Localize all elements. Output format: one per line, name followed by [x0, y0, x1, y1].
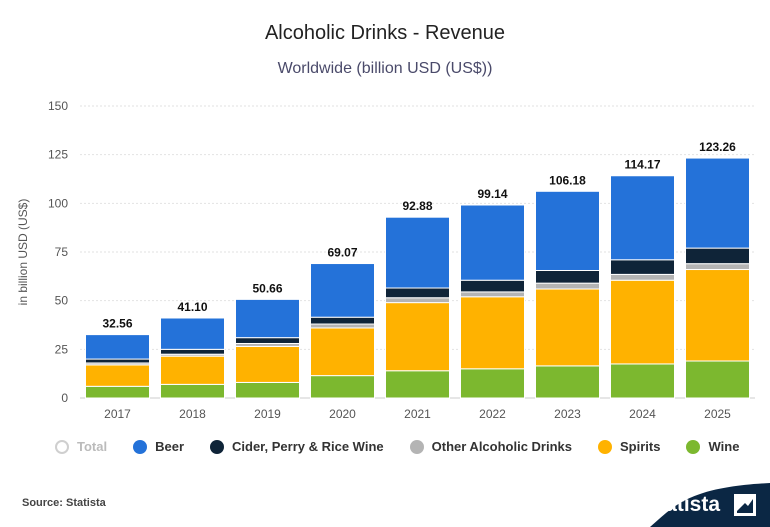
legend-marker-icon — [133, 439, 148, 454]
bar-segment-other-alcoholic-drinks — [385, 297, 450, 304]
total-data-label: 99.14 — [477, 187, 507, 201]
bar-segment-beer — [610, 175, 675, 261]
bar-segment-beer — [685, 157, 750, 249]
stacked-bar-chart: 0 25 50 75 100 125 150 in billion USD (US$) 32.5… — [16, 99, 755, 421]
bar-segment-other-alcoholic-drinks — [310, 323, 375, 329]
total-data-label: 69.07 — [327, 246, 357, 260]
legend-label: Spirits — [620, 439, 661, 454]
x-tick-label: 2025 — [704, 407, 731, 421]
bar-segment-wine — [535, 365, 600, 399]
x-tick-label: 2019 — [254, 407, 281, 421]
bar-segment-beer — [85, 334, 150, 360]
bar-segment-spirits — [160, 355, 225, 385]
bar-segment-cider-perry-rice-wine — [310, 316, 375, 325]
legend-item-total[interactable]: Total — [55, 439, 107, 454]
bar-segment-beer — [385, 216, 450, 289]
bar-segment-beer — [310, 263, 375, 318]
bar-segment-spirits — [85, 364, 150, 387]
legend-marker-icon — [55, 439, 69, 454]
x-tick-label: 2023 — [554, 407, 581, 421]
legend-label: Beer — [155, 439, 185, 454]
x-tick-label: 2018 — [179, 407, 206, 421]
bar-segment-cider-perry-rice-wine — [685, 247, 750, 265]
total-data-label: 41.10 — [177, 300, 207, 314]
bar-segment-wine — [685, 360, 750, 399]
x-tick-label: 2022 — [479, 407, 506, 421]
bar-segment-other-alcoholic-drinks — [685, 263, 750, 271]
bar-segment-beer — [460, 204, 525, 281]
statista-logo-icon — [734, 494, 756, 516]
bar-segment-wine — [460, 368, 525, 399]
total-data-label: 123.26 — [699, 140, 736, 154]
legend-label: Wine — [708, 439, 740, 454]
bar-segment-wine — [385, 370, 450, 399]
x-tick-label: 2017 — [104, 407, 131, 421]
bar-segment-spirits — [535, 288, 600, 367]
bar-segment-wine — [610, 363, 675, 399]
legend-marker-icon — [598, 439, 613, 454]
legend-item-spirits[interactable]: Spirits — [598, 439, 660, 454]
bar-segment-other-alcoholic-drinks — [535, 282, 600, 290]
bar-segment-wine — [235, 381, 300, 399]
bar-segment-cider-perry-rice-wine — [85, 358, 150, 364]
bar-segment-cider-perry-rice-wine — [460, 279, 525, 293]
y-tick-label: 125 — [48, 148, 68, 162]
bar-segment-beer — [160, 317, 225, 350]
y-tick-label: 0 — [61, 391, 68, 405]
bar-segment-cider-perry-rice-wine — [235, 337, 300, 344]
chart-title: Alcoholic Drinks - Revenue — [264, 22, 506, 44]
total-data-label: 92.88 — [402, 199, 432, 213]
chart-subtitle: Worldwide (billion USD (US$)) — [277, 60, 493, 77]
bar-segment-wine — [85, 385, 150, 399]
bar-segment-cider-perry-rice-wine — [385, 287, 450, 299]
y-axis-label: in billion USD (US$) — [16, 199, 30, 306]
chart-legend: Total Beer Cider, Perry & Rice Wine Other A… — [55, 439, 755, 454]
bar-segment-other-alcoholic-drinks — [460, 291, 525, 298]
bar-segment-wine — [160, 383, 225, 399]
bar-segment-spirits — [610, 279, 675, 365]
y-tick-label: 75 — [55, 245, 69, 259]
x-tick-label: 2024 — [629, 407, 656, 421]
legend-marker-icon — [686, 439, 701, 454]
bar-segment-cider-perry-rice-wine — [535, 269, 600, 284]
bar-segment-spirits — [685, 269, 750, 362]
legend-item-other-alcoholic-drinks[interactable]: Other Alcoholic Drinks — [409, 439, 573, 454]
y-tick-label: 100 — [48, 196, 68, 210]
y-tick-label: 150 — [48, 99, 68, 113]
y-tick-label: 50 — [55, 294, 69, 308]
bar-segment-spirits — [310, 327, 375, 377]
legend-label: Total — [77, 439, 108, 454]
bar-segment-beer — [535, 190, 600, 271]
bar-segment-spirits — [385, 302, 450, 372]
legend-item-wine[interactable]: Wine — [686, 439, 739, 454]
x-tick-label: 2020 — [329, 407, 356, 421]
legend-label: Cider, Perry & Rice Wine — [232, 439, 384, 454]
bar-segment-beer — [235, 298, 300, 339]
bar-segment-spirits — [235, 345, 300, 383]
legend-label: Other Alcoholic Drinks — [431, 439, 573, 454]
bar-segment-cider-perry-rice-wine — [160, 348, 225, 355]
total-data-label: 106.18 — [549, 173, 586, 187]
bar-segment-spirits — [460, 296, 525, 370]
total-data-label: 50.66 — [252, 281, 282, 295]
y-tick-label: 25 — [55, 342, 69, 356]
brand-logo-text: statista — [646, 493, 720, 516]
bar-segment-other-alcoholic-drinks — [610, 273, 675, 281]
legend-item-beer[interactable]: Beer — [133, 439, 184, 454]
source-note: Source: Statista — [22, 497, 106, 509]
total-data-label: 114.17 — [624, 158, 660, 172]
legend-marker-icon — [409, 439, 424, 454]
total-data-label: 32.56 — [102, 317, 132, 331]
legend-item-cider-perry-rice-wine[interactable]: Cider, Perry & Rice Wine — [210, 439, 384, 454]
bar-segment-cider-perry-rice-wine — [610, 259, 675, 275]
x-tick-label: 2021 — [404, 407, 431, 421]
bar-segment-wine — [310, 375, 375, 399]
legend-marker-icon — [210, 439, 225, 454]
